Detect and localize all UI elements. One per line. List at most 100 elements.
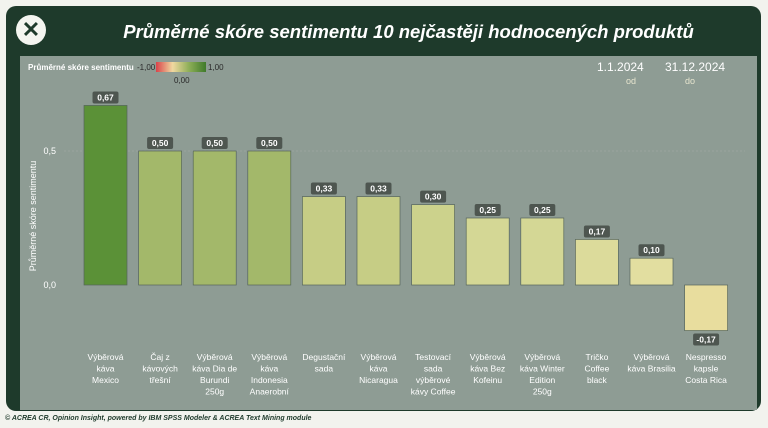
x-tick-label-line: Výběrová xyxy=(470,352,506,362)
data-label-bg xyxy=(420,190,447,203)
data-label-bg xyxy=(693,333,720,346)
data-label: 0,67 xyxy=(97,92,114,102)
x-tick-label-line: Coffee xyxy=(584,364,609,374)
data-label-bg xyxy=(256,137,283,149)
x-tick-label-line: káva Brasilia xyxy=(627,364,675,374)
data-label: -0,17 xyxy=(696,335,716,345)
data-label: 0,17 xyxy=(589,226,606,236)
bar xyxy=(575,239,619,286)
x-tick-label-line: káva Bez xyxy=(470,364,505,374)
x-tick-label: Výběrová káva Indonesia Anaerobní xyxy=(250,352,290,397)
date-to-value[interactable]: 31.12.2024 xyxy=(665,60,726,74)
x-tick-label: Výběrová káva Mexico xyxy=(88,352,124,385)
x-tick-label-line: Testovací xyxy=(415,352,452,362)
bar xyxy=(411,204,455,286)
x-tick-label-line: Edition xyxy=(529,375,555,385)
data-label-bg xyxy=(638,244,665,257)
legend-min: -1,00 xyxy=(137,63,156,72)
x-tick-label-line: Výběrová xyxy=(197,352,233,362)
x-tick-label-line: káva Dia de xyxy=(192,364,237,374)
x-tick-label-line: Anaerobní xyxy=(250,387,290,397)
bar xyxy=(138,150,182,286)
data-label-bg xyxy=(201,137,228,149)
bar xyxy=(520,217,565,286)
data-label: 0,10 xyxy=(643,245,660,255)
x-tick-label-line: výběrové xyxy=(416,375,451,385)
x-tick-label-line: káva xyxy=(260,364,278,374)
data-label: 0,50 xyxy=(152,138,169,148)
x-tick-label: Nespresso kapsle Costa Rica xyxy=(685,352,727,385)
close-icon: ✕ xyxy=(21,17,41,42)
y-axis-label: Průměrné skóre sentimentu xyxy=(28,161,38,272)
date-from-label: od xyxy=(626,76,637,86)
data-label: 0,30 xyxy=(425,192,442,202)
x-tick-label-line: kapsle xyxy=(694,364,719,374)
x-tick-label-line: Indonesia xyxy=(251,375,288,385)
x-tick-label-line: káva xyxy=(370,364,388,374)
x-tick-label: Výběrová káva Nicaragua xyxy=(359,352,398,385)
x-tick-label: Výběrová káva Dia de Burundi 250g xyxy=(192,352,237,397)
legend-mid: 0,00 xyxy=(174,76,190,85)
x-tick-label: Čaj z kávových třešní xyxy=(142,352,178,385)
data-label-bg xyxy=(92,91,119,104)
date-from-value[interactable]: 1.1.2024 xyxy=(597,60,644,74)
data-label-bg xyxy=(529,204,556,216)
x-tick-label: Testovací sada výběrové kávy Coffee xyxy=(411,352,456,397)
x-tick-label-line: Nespresso xyxy=(686,352,727,362)
x-tick-label-line: Výběrová xyxy=(524,352,560,362)
x-tick-label-line: black xyxy=(587,375,608,385)
bar xyxy=(629,257,674,286)
x-tick-label-line: Kofeinu xyxy=(473,375,502,385)
bar-chart: Průměrné skóre sentimentu 0,5 0,0 0,67 Výběr… xyxy=(28,91,745,397)
x-tick-label-line: Costa Rica xyxy=(685,375,727,385)
x-tick-label: Výběrová káva Brasilia xyxy=(627,352,675,374)
x-tick-label-line: 250g xyxy=(533,387,552,397)
data-label: 0,25 xyxy=(534,205,551,215)
data-label-bg xyxy=(147,137,174,149)
x-tick-label-line: sada xyxy=(315,364,334,374)
x-tick-label-line: Výběrová xyxy=(251,352,287,362)
data-label: 0,50 xyxy=(206,138,223,148)
data-label-bg xyxy=(365,182,392,195)
x-tick-label-line: 250g xyxy=(205,387,224,397)
bar xyxy=(83,105,128,286)
close-button[interactable]: ✕ xyxy=(16,15,46,45)
bar xyxy=(684,284,728,331)
data-label-bg xyxy=(310,182,337,195)
x-tick-label-line: kávy Coffee xyxy=(411,387,456,397)
chart-panel: Průměrné skóre sentimentu -1,00 0,00 1,0… xyxy=(20,56,757,410)
chart-title: Průměrné skóre sentimentu 10 nejčastěji … xyxy=(123,21,694,42)
x-tick-label-line: Čaj z xyxy=(150,352,169,362)
x-tick-label-line: káva Winter xyxy=(520,364,565,374)
x-tick-label-line: Výběrová xyxy=(361,352,397,362)
x-tick-label-line: káva xyxy=(97,364,115,374)
x-tick-label-line: Tričko xyxy=(585,352,608,362)
bar xyxy=(247,150,292,286)
bar xyxy=(465,217,510,286)
x-tick-label-line: kávových xyxy=(142,364,178,374)
x-tick-label-line: Nicaragua xyxy=(359,375,398,385)
data-label: 0,33 xyxy=(370,184,387,194)
legend-max: 1,00 xyxy=(208,63,224,72)
x-tick-label: Výběrová káva Bez Kofeinu xyxy=(470,352,506,385)
footer-credit: © ACREA CR, Opinion Insight, powered by … xyxy=(5,415,312,422)
dashboard-card: ✕ Průměrné skóre sentimentu 10 nejčastěj… xyxy=(6,6,761,411)
x-tick-label-line: Degustační xyxy=(302,352,346,362)
x-tick-label-line: Burundi xyxy=(200,375,229,385)
x-tick-label: Degustační sada xyxy=(302,352,346,374)
y-tick-label: 0,0 xyxy=(43,280,56,290)
bar xyxy=(356,196,401,286)
data-label: 0,50 xyxy=(261,138,278,148)
x-tick-label-line: Výběrová xyxy=(634,352,670,362)
date-to-label: do xyxy=(685,76,696,86)
x-tick-label-line: Výběrová xyxy=(88,352,124,362)
legend-title: Průměrné skóre sentimentu xyxy=(28,63,134,72)
x-tick-label: Výběrová káva Winter Edition 250g xyxy=(520,352,565,397)
data-label-bg xyxy=(583,225,610,238)
data-label: 0,25 xyxy=(479,205,496,215)
bar xyxy=(192,150,237,286)
bar xyxy=(302,196,346,286)
data-label: 0,33 xyxy=(316,184,333,194)
x-tick-label-line: třešní xyxy=(149,375,171,385)
x-tick-label-line: sada xyxy=(424,364,443,374)
